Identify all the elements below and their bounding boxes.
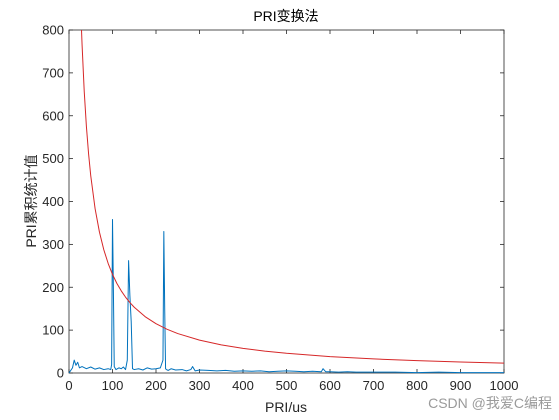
series-line-threshold bbox=[81, 29, 505, 364]
x-tick-label: 500 bbox=[276, 378, 298, 393]
x-tick-label: 1000 bbox=[490, 378, 519, 393]
x-axis-label: PRI/us bbox=[265, 399, 307, 415]
watermark-text: CSDN @我爱C编程 bbox=[428, 395, 552, 411]
plot-area bbox=[68, 29, 505, 374]
y-tick-label: 200 bbox=[42, 280, 64, 295]
x-tick-label: 600 bbox=[319, 378, 341, 393]
y-tick-label: 0 bbox=[57, 366, 64, 381]
axis-ticks: 0 100 200 300 400 500 600 700 800 900 1000 0 100 200 3… bbox=[42, 23, 518, 394]
data-series bbox=[68, 29, 505, 374]
x-tick-label: 900 bbox=[450, 378, 472, 393]
chart-title: PRI变换法 bbox=[253, 8, 318, 24]
y-tick-label: 500 bbox=[42, 151, 64, 166]
x-tick-label: 700 bbox=[363, 378, 385, 393]
x-tick-label: 100 bbox=[102, 378, 124, 393]
y-tick-label: 600 bbox=[42, 108, 64, 123]
x-tick-label: 400 bbox=[232, 378, 254, 393]
x-tick-label: 800 bbox=[406, 378, 428, 393]
y-tick-label: 800 bbox=[42, 23, 64, 38]
x-tick-label: 300 bbox=[189, 378, 211, 393]
series-line-pri-statistic bbox=[68, 219, 504, 374]
y-tick-label: 700 bbox=[42, 65, 64, 80]
y-tick-label: 300 bbox=[42, 237, 64, 252]
y-tick-label: 100 bbox=[42, 323, 64, 338]
y-tick-label: 400 bbox=[42, 194, 64, 209]
x-tick-label: 0 bbox=[65, 378, 72, 393]
x-tick-label: 200 bbox=[145, 378, 167, 393]
y-axis-label: PRI累积统计值 bbox=[23, 154, 39, 247]
